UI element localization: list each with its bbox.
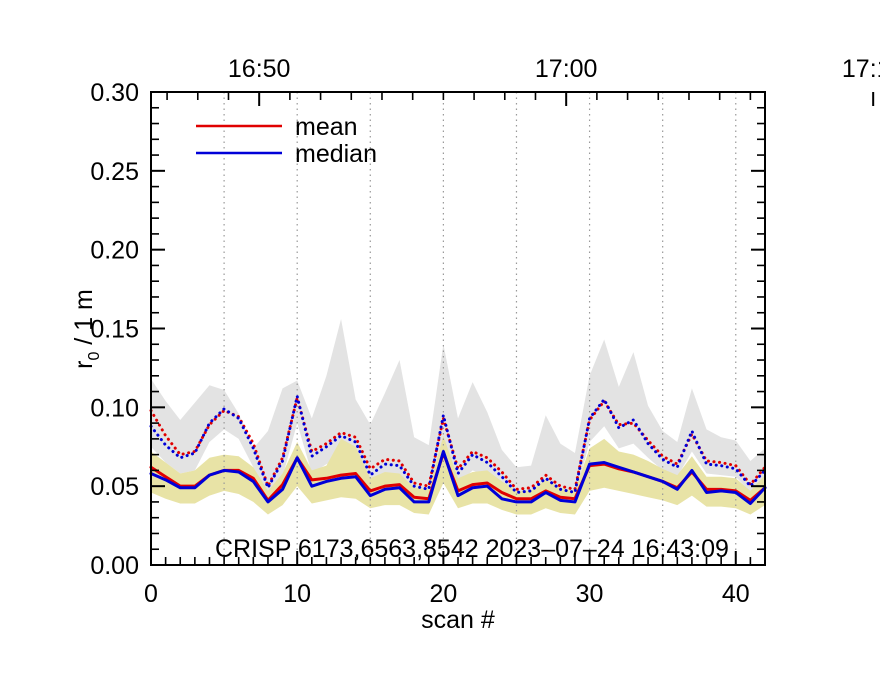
legend-label-median: median xyxy=(295,140,377,168)
grey-band xyxy=(151,319,765,498)
y-axis-title-rest: / 1 m xyxy=(70,289,98,352)
y-tick-label-0.15: 0.15 xyxy=(90,316,139,344)
top-tick-label-17:00: 17:00 xyxy=(535,55,598,83)
y-tick-label-0.20: 0.20 xyxy=(90,237,139,265)
svg-text:r0 / 1 m: r0 / 1 m xyxy=(70,289,103,369)
series-median xyxy=(149,449,767,506)
grid-lines xyxy=(223,92,737,565)
y-axis-title: r0 / 1 m xyxy=(70,289,103,369)
y-tick-label-0.30: 0.30 xyxy=(90,79,139,107)
y-tick-label-0.05: 0.05 xyxy=(90,473,139,501)
x-axis-title: scan # xyxy=(421,606,495,634)
axis-tick-labels: 0.00 0.05 0.10 0.15 0.20 0.25 0.30 0 10 20 30 40 16:… xyxy=(90,55,880,608)
yellow-band xyxy=(151,435,765,515)
x-tick-label-40: 40 xyxy=(722,580,750,608)
uncertainty-bands xyxy=(151,319,765,515)
x-tick-label-20: 20 xyxy=(429,580,457,608)
top-tick-label-16:50: 16:50 xyxy=(228,55,291,83)
x-tick-label-10: 10 xyxy=(283,580,311,608)
y-axis-title-subscript: 0 xyxy=(86,352,103,361)
x-tick-label-30: 30 xyxy=(576,580,604,608)
top-tick-label-17:10: 17:10 xyxy=(842,55,880,83)
y-tick-label-0.00: 0.00 xyxy=(90,552,139,580)
x-tick-label-0: 0 xyxy=(144,580,158,608)
y-axis-title-main: r xyxy=(70,361,98,369)
series-median-upper-dotted xyxy=(149,394,767,494)
y-tick-label-0.25: 0.25 xyxy=(90,158,139,186)
data-series xyxy=(149,394,767,506)
y-tick-label-0.10: 0.10 xyxy=(90,394,139,422)
axis-ticks xyxy=(150,91,875,566)
plot-annotation: CRISP 6173,6563,8542 2023‒07‒24 16:43:09 xyxy=(215,535,729,563)
legend-label-mean: mean xyxy=(295,113,358,141)
